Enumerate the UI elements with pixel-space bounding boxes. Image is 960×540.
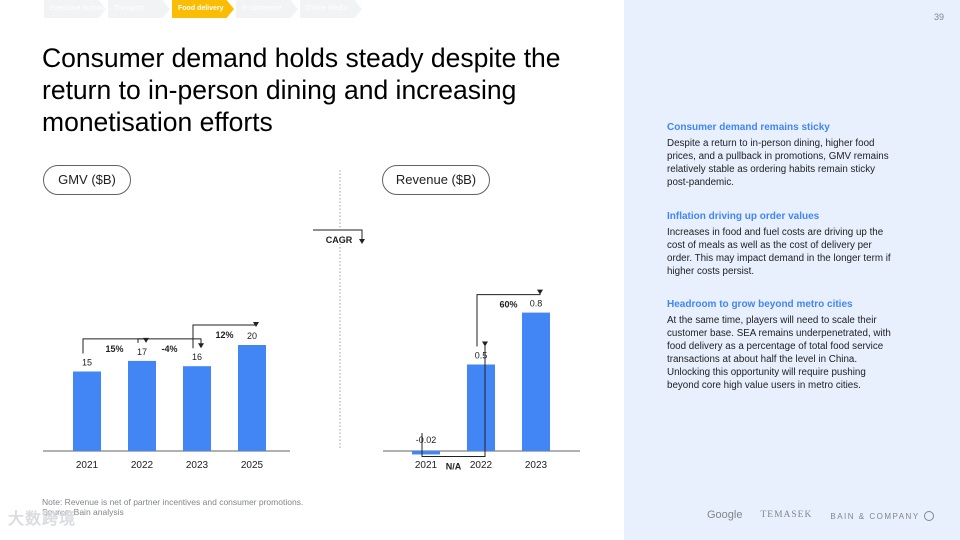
growth-label: 60% bbox=[499, 300, 517, 310]
revenue-chart: -0.02 2021 0.5 2022 0.8 2023 N/A 60% bbox=[383, 289, 580, 472]
insight-heading: Consumer demand remains sticky bbox=[667, 122, 830, 133]
tab-executive-summary[interactable]: Executive Summary bbox=[44, 0, 106, 18]
temasek-logo: TEMASEK bbox=[760, 510, 813, 520]
value-label-2023: 0.8 bbox=[530, 299, 543, 309]
growth-bracket bbox=[137, 338, 202, 345]
insights-panel: 39 Consumer demand remains sticky Despit… bbox=[624, 0, 960, 540]
cagr-arrowhead bbox=[359, 239, 365, 244]
gmv-chart-pill: GMV ($B) bbox=[43, 165, 131, 195]
growth-label: N/A bbox=[446, 462, 462, 472]
growth-bracket bbox=[421, 342, 486, 457]
value-label-2022: 0.5 bbox=[475, 351, 488, 361]
bain-logo-text: BAIN & COMPANY bbox=[830, 512, 920, 521]
insight-heading: Inflation driving up order values bbox=[667, 211, 820, 222]
insight-inflation: Inflation driving up order values Increa… bbox=[667, 210, 897, 278]
tab-e-commerce[interactable]: E-commerce bbox=[236, 0, 298, 18]
page-title: Consumer demand holds steady despite the… bbox=[42, 43, 561, 137]
x-tick-2025: 2025 bbox=[241, 460, 264, 471]
revenue-chart-pill: Revenue ($B) bbox=[382, 165, 490, 195]
partner-logos: Google TEMASEK BAIN & COMPANY bbox=[707, 506, 934, 524]
footnote-source: Source: Bain analysis bbox=[42, 507, 124, 517]
insight-consumer-demand: Consumer demand remains sticky Despite a… bbox=[667, 121, 897, 189]
gmv-chart: 15 2021 17 2022 16 2023 20 2025 15% -4% 12% bbox=[43, 322, 290, 471]
bain-logo: BAIN & COMPANY bbox=[830, 506, 934, 524]
bar-2022 bbox=[128, 360, 156, 451]
growth-label: 12% bbox=[215, 330, 233, 340]
tab-food-delivery[interactable]: Food delivery bbox=[172, 0, 234, 18]
cagr-bracket bbox=[313, 229, 363, 242]
insight-heading: Headroom to grow beyond metro cities bbox=[667, 299, 853, 310]
x-tick-2022: 2022 bbox=[470, 460, 493, 471]
footnote-note: Note: Revenue is net of partner incentiv… bbox=[42, 497, 304, 507]
x-tick-2021: 2021 bbox=[415, 460, 438, 471]
charts-svg: 15 2021 17 2022 16 2023 20 2025 15% -4% 12% -0.02 2… bbox=[43, 170, 580, 472]
x-tick-2021: 2021 bbox=[76, 460, 99, 471]
page-number: 39 bbox=[933, 12, 944, 22]
bar-2023 bbox=[183, 366, 211, 451]
insight-body: Increases in food and fuel costs are dri… bbox=[667, 227, 891, 277]
growth-label: -4% bbox=[161, 344, 177, 354]
value-label-2023: 16 bbox=[192, 352, 202, 362]
footnote: Note: Revenue is net of partner incentiv… bbox=[42, 497, 303, 517]
bain-logo-icon bbox=[923, 511, 934, 521]
growth-arrowhead bbox=[253, 322, 259, 327]
insight-body: At the same time, players will need to s… bbox=[667, 315, 891, 391]
tab-online-media[interactable]: Online Media bbox=[300, 0, 362, 18]
bar-2025 bbox=[238, 345, 266, 451]
x-tick-2023: 2023 bbox=[525, 460, 548, 471]
cagr-label: CAGR bbox=[326, 235, 353, 245]
value-label-2021: -0.02 bbox=[416, 435, 437, 445]
insight-headroom: Headroom to grow beyond metro cities At … bbox=[667, 298, 897, 392]
x-tick-2022: 2022 bbox=[131, 460, 154, 471]
bar-2021 bbox=[412, 451, 440, 455]
bar-2021 bbox=[73, 371, 101, 451]
value-label-2022: 17 bbox=[137, 347, 147, 357]
insight-body: Despite a return to in-person dining, hi… bbox=[667, 138, 889, 188]
google-logo: Google bbox=[707, 509, 743, 521]
value-label-2025: 20 bbox=[247, 331, 257, 341]
growth-bracket bbox=[82, 338, 146, 354]
growth-arrowhead bbox=[198, 343, 204, 349]
section-tabs: Executive Summary Transport Food deliver… bbox=[44, 0, 362, 18]
cagr-box bbox=[313, 230, 365, 244]
growth-label: 15% bbox=[105, 344, 123, 354]
growth-arrowhead bbox=[537, 289, 543, 295]
bar-2022 bbox=[467, 364, 495, 451]
watermark: 大数跨境 bbox=[8, 511, 77, 528]
tab-transport[interactable]: Transport bbox=[108, 0, 170, 18]
bar-2023 bbox=[522, 312, 550, 451]
value-label-2021: 15 bbox=[82, 358, 92, 368]
x-tick-2023: 2023 bbox=[186, 460, 209, 471]
growth-arrowhead bbox=[482, 341, 488, 347]
